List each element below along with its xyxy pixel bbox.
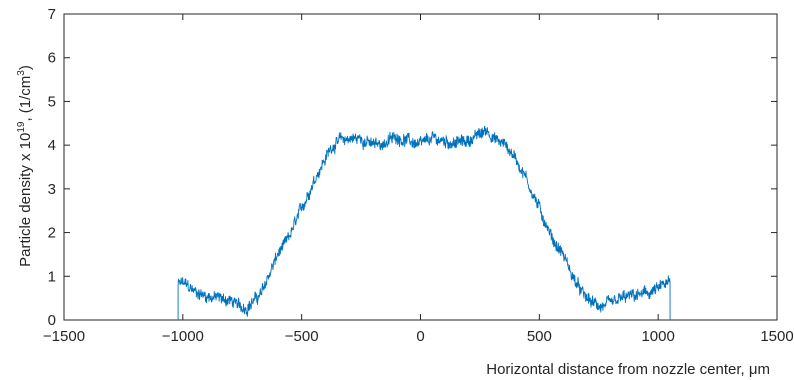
y-tick-label: 3 — [48, 181, 56, 198]
x-tick-label: 1500 — [760, 328, 793, 345]
y-axis-title-middle: , (1/cm — [17, 76, 34, 122]
x-tick-label: 1000 — [641, 328, 674, 345]
y-tick-label: 7 — [48, 6, 56, 23]
x-axis-title: Horizontal distance from nozzle center, … — [486, 361, 770, 378]
y-tick-label: 5 — [48, 93, 56, 110]
x-tick-label: 0 — [416, 328, 424, 345]
y-tick-label: 2 — [48, 225, 56, 242]
y-axis-title-suffix: ) — [17, 65, 34, 70]
y-tick-label: 1 — [48, 268, 56, 285]
x-tick-label: −1000 — [162, 328, 204, 345]
series-layer — [177, 125, 671, 320]
x-tick-label: 500 — [527, 328, 552, 345]
y-axis-title-prefix: Particle density x 10 — [17, 133, 34, 267]
y-axis: 0 1 2 3 4 5 6 7 — [48, 6, 777, 329]
y-tick-label: 6 — [48, 50, 56, 67]
series-line — [177, 125, 671, 320]
y-axis-title: Particle density x 1019, (1/cm3) — [16, 65, 34, 267]
x-tick-label: −1500 — [43, 328, 85, 345]
x-axis: −1500 −1000 −500 0 500 1000 1500 — [43, 14, 794, 345]
y-tick-label: 4 — [48, 137, 56, 154]
x-tick-label: −500 — [285, 328, 319, 345]
y-tick-label: 0 — [48, 312, 56, 329]
y-axis-title-exponent: 19 — [16, 121, 27, 133]
y-axis-title-unit-exponent: 3 — [16, 70, 27, 76]
